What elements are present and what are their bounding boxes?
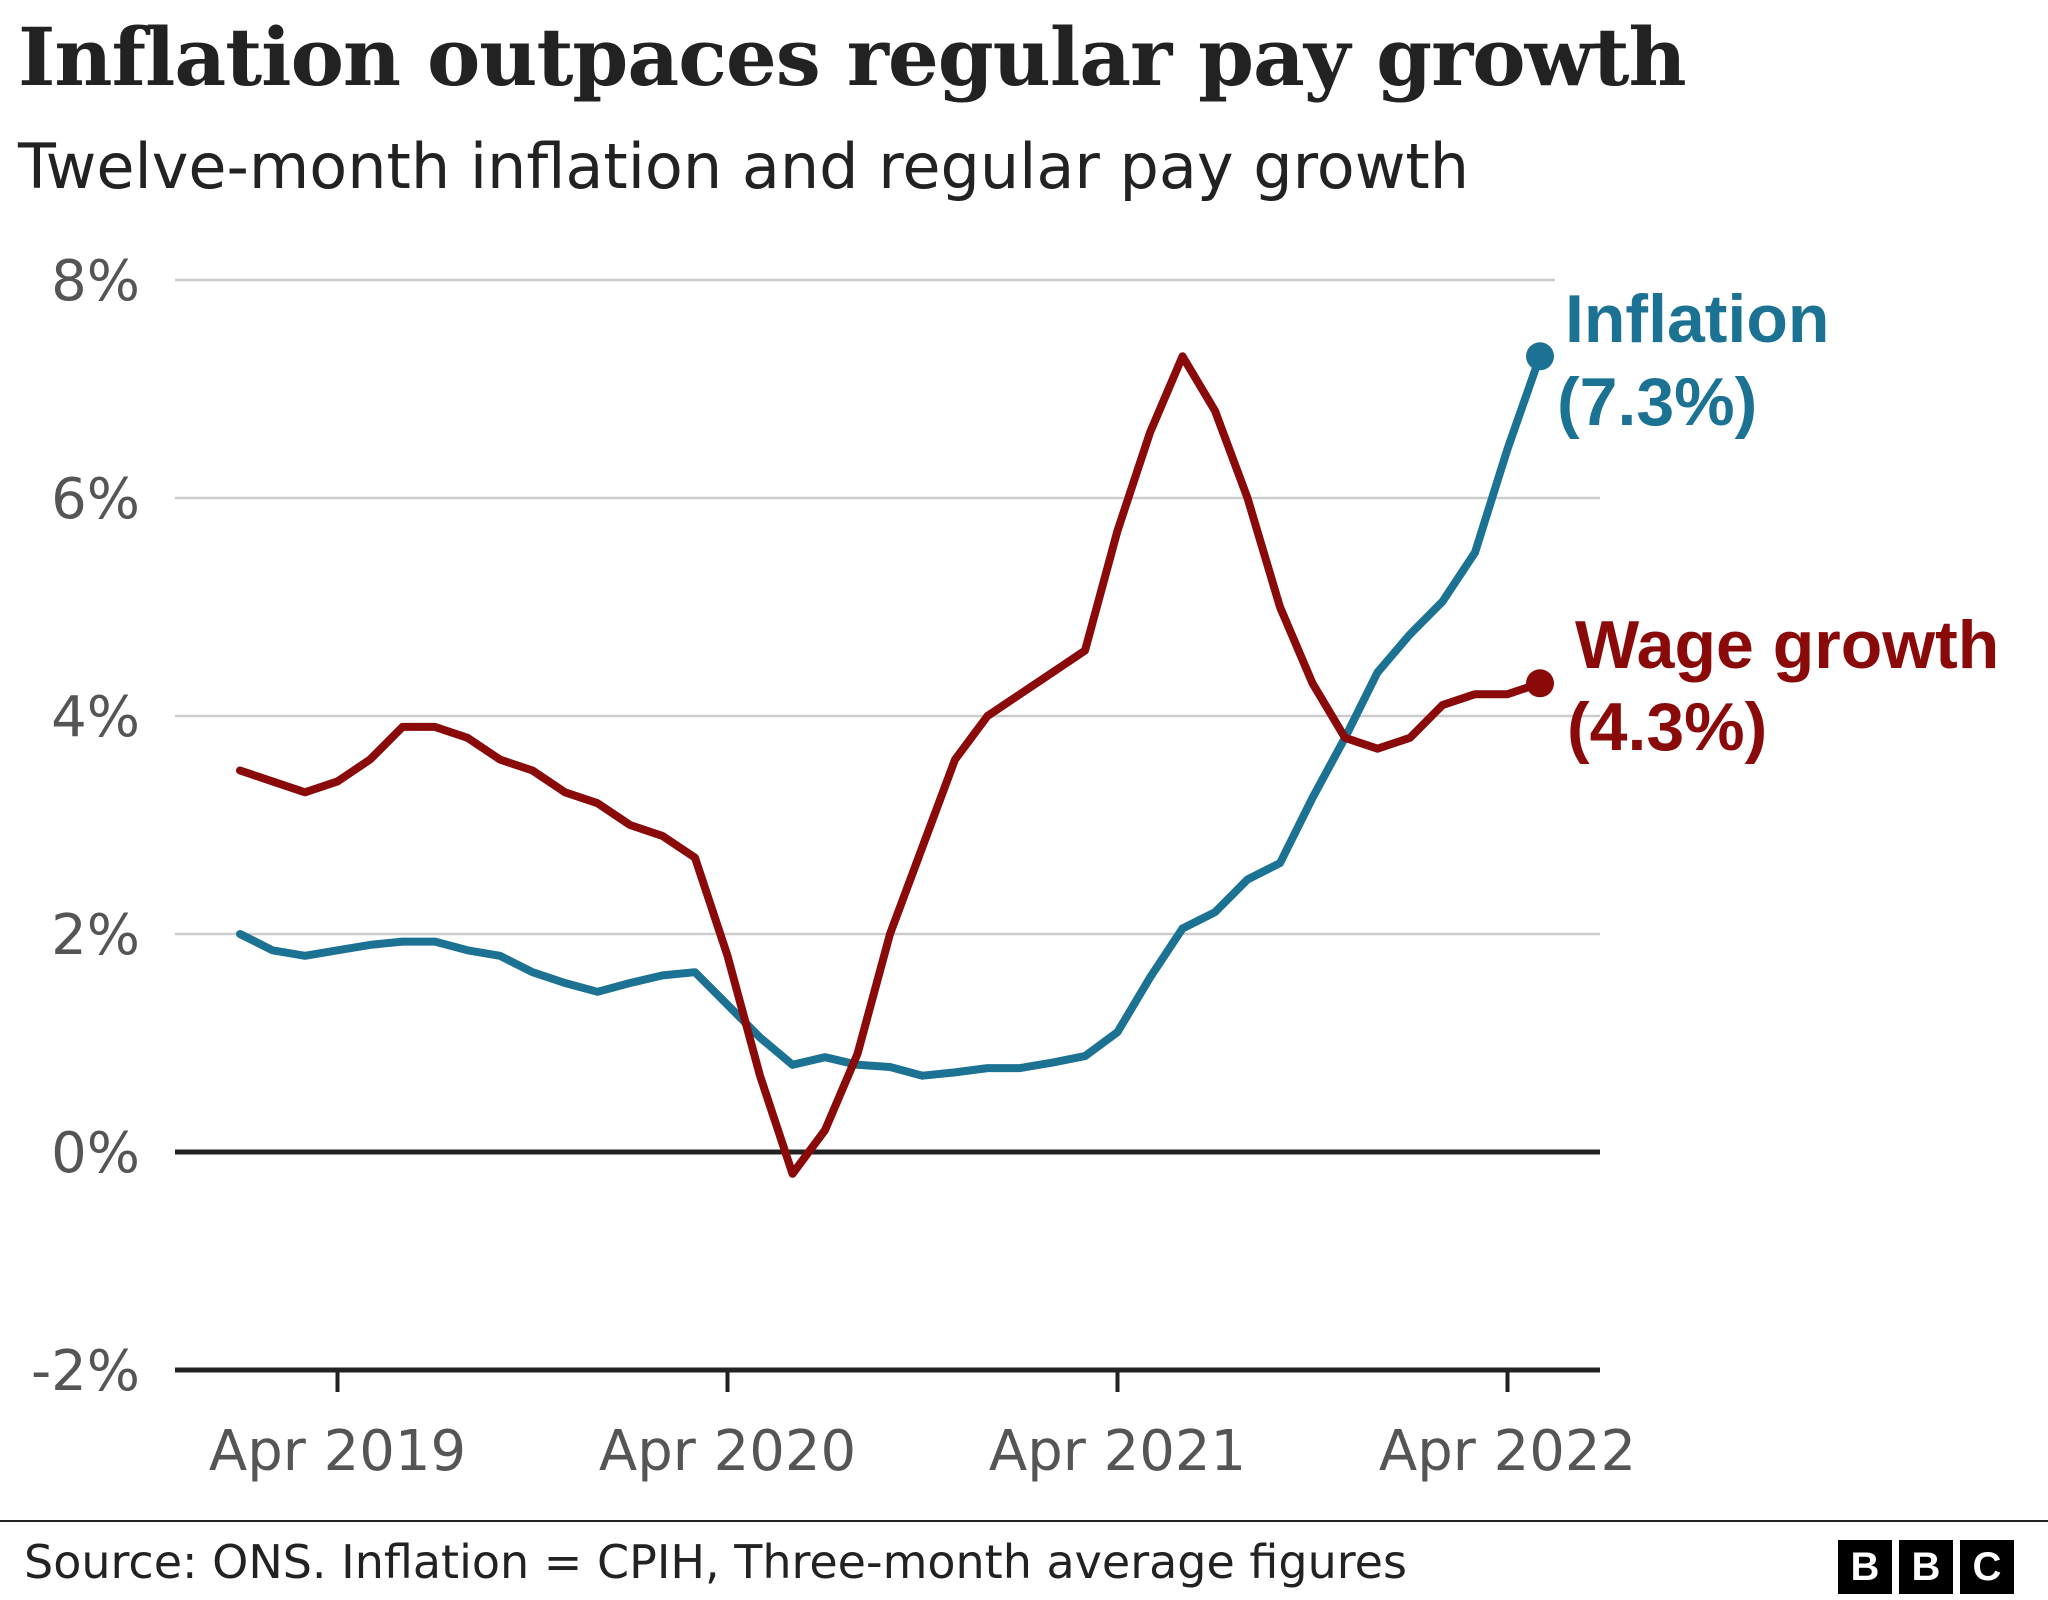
series-labels: Inflation(7.3%) Wage growth(4.3%): [1557, 281, 1999, 765]
inflation-label-value: (7.3%): [1557, 364, 1757, 440]
wage-growth-label: Wage growth: [1575, 607, 1999, 683]
inflation-end-point: [1526, 342, 1554, 371]
line-chart: 8%6%4%2%0%-2% Apr 2019 Apr 2020 Apr 2021 Ap…: [31, 249, 1999, 1484]
bbc-logo-letter: B: [1899, 1540, 1953, 1594]
x-tick-label: Apr 2019: [209, 1419, 466, 1484]
x-axis: Apr 2019 Apr 2020 Apr 2021 Apr 2022: [209, 1370, 1636, 1484]
bbc-logo-letter: C: [1960, 1540, 2014, 1594]
chart-subtitle: Twelve-month inflation and regular pay g…: [18, 130, 1470, 203]
y-tick-label: 8%: [51, 249, 140, 314]
bbc-logo-letter: B: [1838, 1540, 1892, 1594]
x-tick-label: Apr 2021: [989, 1419, 1246, 1484]
y-tick-label: 2%: [51, 903, 140, 968]
x-tick-label: Apr 2020: [599, 1419, 856, 1484]
gridlines: [175, 278, 1600, 1373]
y-tick-label: 4%: [51, 685, 140, 750]
footer-divider: [0, 1520, 2048, 1522]
inflation-line: [236, 352, 1544, 1080]
wage-growth-end-point: [1526, 669, 1554, 698]
x-tick-label: Apr 2022: [1379, 1419, 1636, 1484]
y-tick-label: 6%: [51, 467, 140, 532]
wage-growth-line: [236, 352, 1544, 1178]
y-tick-label: -2%: [31, 1339, 140, 1404]
source-note: Source: ONS. Inflation = CPIH, Three-mon…: [24, 1535, 1407, 1589]
bbc-logo: B B C: [1838, 1540, 2014, 1594]
series-lines: [236, 342, 1554, 1178]
chart-title: Inflation outpaces regular pay growth: [18, 10, 1687, 104]
y-axis-ticks: 8% 6% 4% 2% 0% -2%: [31, 249, 140, 1404]
wage-growth-label-value: (4.3%): [1567, 689, 1767, 765]
inflation-label: Inflation: [1565, 281, 1829, 357]
y-tick-label: 0%: [51, 1121, 140, 1186]
